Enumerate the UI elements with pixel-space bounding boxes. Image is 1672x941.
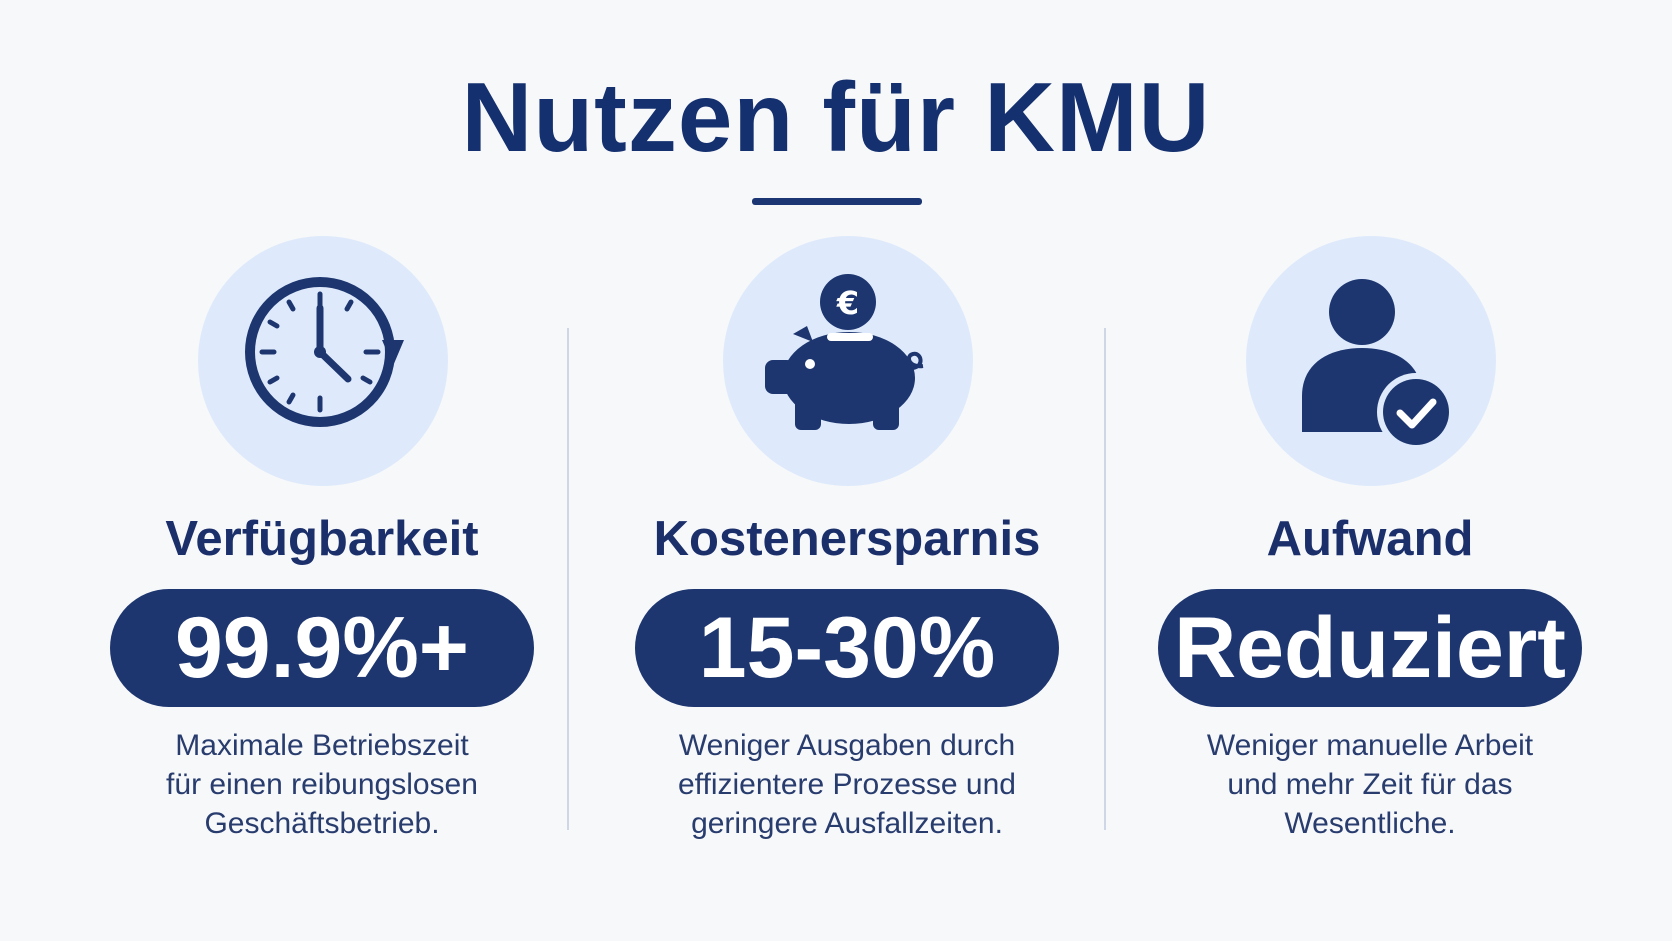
clock-icon bbox=[198, 236, 448, 486]
title-underline bbox=[752, 198, 922, 205]
benefit-effort: Aufwand Reduziert Weniger manuelle Arbei… bbox=[1150, 236, 1590, 856]
benefit-heading: Aufwand bbox=[1266, 512, 1474, 566]
benefit-heading: Kostenersparnis bbox=[653, 512, 1041, 566]
page-title: Nutzen für KMU bbox=[461, 62, 1211, 172]
benefit-cost-savings: € Kostenersparnis 15-30% Weniger Ausgabe… bbox=[627, 236, 1067, 856]
user-check-icon bbox=[1246, 236, 1496, 486]
column-divider-2 bbox=[1104, 328, 1106, 830]
description-line: effizientere Prozesse und bbox=[678, 768, 1016, 801]
svg-text:€: € bbox=[836, 284, 859, 322]
description-line: Weniger Ausgaben durch bbox=[678, 729, 1016, 762]
benefit-heading: Verfügbarkeit bbox=[165, 512, 479, 566]
description-line: Weniger manuelle Arbeit bbox=[1206, 729, 1534, 762]
benefit-description: Weniger Ausgaben durch effizientere Proz… bbox=[627, 726, 1067, 843]
benefit-availability: Verfügbarkeit 99.9%+ Maximale Betriebsze… bbox=[102, 236, 542, 856]
description-line: Geschäftsbetrieb. bbox=[204, 807, 440, 840]
benefit-description: Maximale Betriebszeit für einen reibungs… bbox=[102, 726, 542, 843]
description-line: und mehr Zeit für das bbox=[1227, 768, 1513, 801]
column-divider-1 bbox=[567, 328, 569, 830]
benefit-value-badge: 15-30% bbox=[635, 589, 1059, 707]
benefit-value-badge: 99.9%+ bbox=[110, 589, 534, 707]
description-line: Wesentliche. bbox=[1284, 807, 1456, 840]
benefit-description: Weniger manuelle Arbeit und mehr Zeit fü… bbox=[1150, 726, 1590, 843]
description-line: für einen reibungslosen bbox=[166, 768, 478, 801]
description-line: Maximale Betriebszeit bbox=[175, 729, 469, 762]
benefit-value-badge: Reduziert bbox=[1158, 589, 1582, 707]
piggy-bank-euro-icon: € bbox=[723, 236, 973, 486]
description-line: geringere Ausfallzeiten. bbox=[691, 807, 1003, 840]
